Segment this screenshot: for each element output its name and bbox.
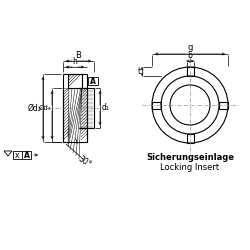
Text: Ød₃: Ød₃: [38, 105, 51, 111]
Text: A: A: [24, 150, 30, 160]
Text: B: B: [76, 50, 82, 59]
Text: h: h: [72, 57, 78, 66]
Text: d₁: d₁: [102, 104, 110, 112]
Text: Locking Insert: Locking Insert: [160, 163, 220, 172]
Text: A: A: [90, 76, 96, 86]
Bar: [13, 151, 31, 159]
Text: Ød₂: Ød₂: [28, 104, 42, 112]
Text: t: t: [138, 67, 140, 76]
Text: x: x: [15, 150, 20, 160]
Text: b: b: [188, 50, 192, 59]
Text: 30°: 30°: [76, 154, 92, 169]
Polygon shape: [4, 151, 12, 156]
Text: Sicherungseinlage: Sicherungseinlage: [146, 153, 234, 162]
Bar: [88, 77, 98, 85]
Text: g: g: [187, 44, 193, 52]
